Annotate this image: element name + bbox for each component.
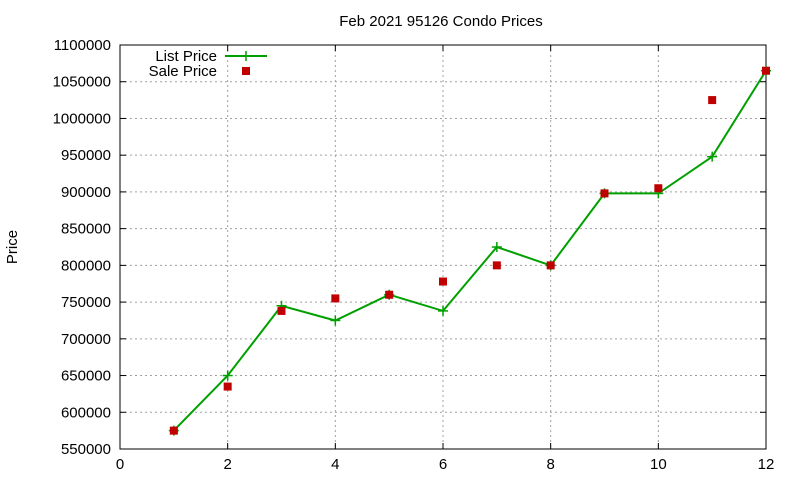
- grid-lines: [120, 45, 766, 449]
- list-price-point: [707, 151, 718, 162]
- sale-price-point: [654, 184, 663, 193]
- legend-plus-swatch: [241, 51, 251, 61]
- sale-price-point: [492, 261, 501, 270]
- y-tick-label: 1100000: [54, 37, 111, 54]
- legend-label: List Price: [155, 48, 217, 65]
- legend-label: Sale Price: [149, 63, 217, 80]
- x-tick-label: 2: [223, 456, 231, 473]
- legend-item: Sale Price: [149, 63, 250, 80]
- y-tick-label: 550000: [61, 441, 111, 458]
- list-price-point: [438, 305, 448, 316]
- y-tick-label: 1000000: [53, 110, 111, 127]
- y-tick-label: 800000: [61, 257, 111, 274]
- list-price-point: [222, 370, 233, 381]
- y-tick-label: 900000: [61, 184, 111, 201]
- sale-price-point: [223, 382, 232, 391]
- list-price-point: [330, 315, 341, 326]
- sale-price-point: [439, 277, 447, 286]
- sale-price-point: [600, 189, 609, 198]
- y-tick-label: 600000: [61, 404, 111, 421]
- x-tick-label: 8: [546, 456, 554, 473]
- chart-title: Feb 2021 95126 Condo Prices: [339, 13, 542, 30]
- sale-price-point: [546, 261, 555, 270]
- x-tick-label: 6: [439, 456, 447, 473]
- legend-item: List Price: [155, 48, 267, 65]
- sale-price-point: [331, 294, 340, 303]
- sale-price-point: [708, 96, 717, 105]
- y-tick-label: 850000: [61, 221, 111, 238]
- sale-price-point: [762, 66, 770, 75]
- x-tick-label: 4: [331, 456, 339, 473]
- list-price-point: [491, 242, 502, 252]
- legend-square-swatch: [242, 67, 250, 75]
- x-tick-label: 12: [758, 456, 775, 473]
- x-tick-label: 10: [650, 456, 667, 473]
- y-tick-label: 950000: [61, 147, 111, 164]
- y-tick-label: 1050000: [53, 74, 111, 91]
- y-tick-label: 700000: [61, 331, 111, 348]
- axis-ticks: 550000 600000 650000 700000 750000 800000 8500…: [53, 37, 775, 473]
- y-tick-label: 750000: [61, 294, 111, 311]
- list-price-line: [173, 70, 767, 432]
- y-axis-label: Price: [4, 230, 21, 264]
- y-tick-label: 650000: [61, 368, 111, 385]
- sale-price-point: [277, 306, 286, 315]
- x-tick-label: 0: [116, 456, 124, 473]
- sale-price-point: [385, 290, 394, 299]
- series-list-price: [168, 65, 771, 436]
- series: [168, 65, 771, 436]
- sale-price-point: [169, 426, 178, 435]
- series-sale-price: [169, 66, 770, 435]
